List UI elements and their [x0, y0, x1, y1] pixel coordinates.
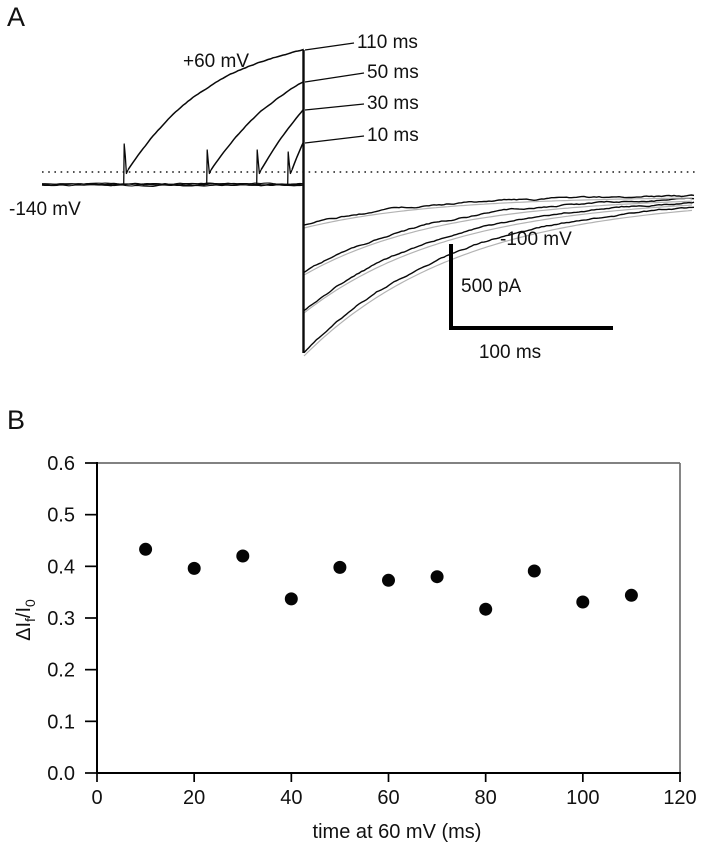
holding-voltage-label: -140 mV: [9, 199, 81, 220]
tail-voltage-label: -100 mV: [500, 229, 572, 250]
panel-a-letter: A: [7, 2, 26, 32]
activation-trace-10ms: [291, 142, 304, 171]
scatter-point: [284, 592, 298, 606]
x-tick-label: 20: [183, 787, 205, 809]
tail-fit-50ms: [303, 204, 693, 314]
tail-fit-30ms: [303, 200, 693, 276]
leader-line-10ms: [304, 135, 365, 144]
x-tick-label: 100: [566, 787, 599, 809]
leader-line-110ms: [304, 42, 355, 51]
y-tick-label: 0.3: [47, 608, 75, 630]
y-axis-title: ΔIf/I0: [13, 599, 38, 641]
leader-line-50ms: [304, 72, 365, 83]
y-tick-label: 0.4: [47, 556, 75, 578]
tail-current-110ms: [303, 206, 695, 354]
tail-fit-10ms: [303, 197, 692, 229]
x-axis-title: time at 60 mV (ms): [313, 821, 482, 843]
sweep-duration-label: 110 ms: [357, 32, 418, 53]
y-tick-label: 0.0: [47, 763, 75, 785]
y-axis-title-part: /I: [13, 607, 35, 618]
x-tick-label: 40: [280, 787, 302, 809]
sweep-duration-label: 10 ms: [367, 125, 419, 146]
leader-line-30ms: [304, 103, 365, 111]
y-tick-label: 0.5: [47, 505, 75, 527]
y-tick-label: 0.2: [47, 660, 75, 682]
sweep-duration-label: 50 ms: [367, 62, 419, 83]
activation-trace-50ms: [210, 81, 304, 171]
panel-b-letter: B: [7, 405, 26, 435]
x-tick-label: 60: [377, 787, 399, 809]
onset-spike-50ms: [206, 149, 212, 186]
scatter-point: [236, 549, 250, 563]
scatter-point: [187, 561, 201, 575]
x-tick-label: 0: [91, 787, 102, 809]
onset-spike-110ms: [123, 143, 129, 186]
scatter-point: [479, 602, 493, 616]
tail-current-10ms: [303, 194, 695, 226]
scatter-points-group: [139, 542, 638, 616]
tail-current-30ms: [303, 197, 695, 273]
activation-trace-30ms: [260, 109, 304, 171]
scatter-point: [139, 542, 153, 556]
scatter-point: [576, 595, 590, 609]
holding-baseline-trace: [41, 184, 304, 187]
x-tick-label: 80: [475, 787, 497, 809]
onset-spike-10ms: [287, 151, 293, 186]
tail-current-50ms: [303, 201, 695, 312]
scatter-point: [527, 564, 541, 578]
scatter-point: [382, 573, 395, 587]
panel-b-scatter-plot: 0.0 0.1 0.2 0.3 0.4 0.5 0.6 0 20 40 60 80 100 120 tim…: [13, 453, 697, 843]
onset-spike-30ms: [256, 149, 262, 186]
y-axis-title-part: ΔI: [13, 622, 35, 641]
tail-fit-110ms: [303, 209, 693, 357]
y-tick-label: 0.1: [47, 711, 75, 733]
y-axis-title-subscript: 0: [22, 599, 38, 607]
trace-group: [41, 42, 697, 357]
scalebar-current-label: 500 pA: [461, 276, 522, 297]
scatter-axes-group: 0.0 0.1 0.2 0.3 0.4 0.5 0.6 0 20 40 60 80 100 120: [47, 453, 697, 809]
panel-a-current-traces: +60 mV -140 mV -100 mV 500 pA 100 ms 110…: [9, 32, 697, 363]
trace-label-group: +60 mV -140 mV -100 mV 500 pA 100 ms 110…: [9, 32, 572, 363]
step-voltage-label: +60 mV: [183, 51, 249, 72]
scatter-point: [430, 570, 444, 584]
scatter-point: [333, 560, 347, 574]
sweep-duration-labels: 110 ms 50 ms 30 ms 10 ms: [357, 32, 419, 146]
y-tick-label: 0.6: [47, 453, 75, 475]
y-axis-title-subscript: f: [22, 618, 38, 622]
scale-bars: [449, 244, 613, 330]
scalebar-time-label: 100 ms: [479, 342, 541, 363]
activation-trace-110ms: [127, 48, 304, 171]
sweep-duration-label: 30 ms: [367, 93, 419, 114]
x-tick-label: 120: [663, 787, 696, 809]
scatter-point: [624, 588, 638, 602]
